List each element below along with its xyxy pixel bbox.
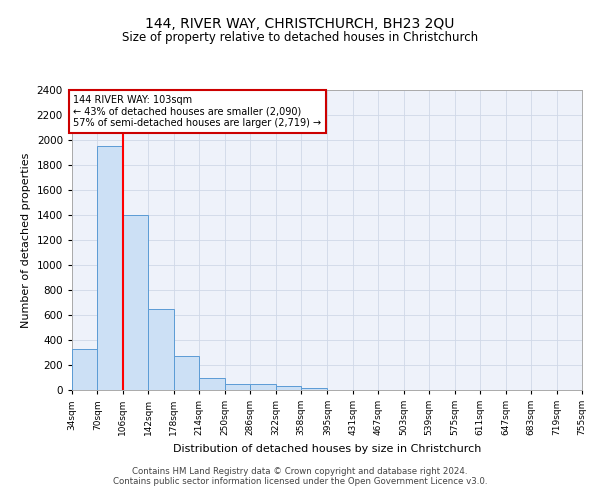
Bar (174, 356, 199, 390)
Text: 144, RIVER WAY, CHRISTCHURCH, BH23 2QU: 144, RIVER WAY, CHRISTCHURCH, BH23 2QU (145, 18, 455, 32)
Bar (148, 308, 174, 390)
Bar (276, 386, 301, 390)
Text: Contains public sector information licensed under the Open Government Licence v3: Contains public sector information licen… (113, 477, 487, 486)
Bar (123, 215, 148, 390)
Bar (97, 146, 123, 390)
Y-axis label: Number of detached properties: Number of detached properties (21, 152, 31, 328)
Text: 144 RIVER WAY: 103sqm
← 43% of detached houses are smaller (2,090)
57% of semi-d: 144 RIVER WAY: 103sqm ← 43% of detached … (73, 95, 322, 128)
X-axis label: Distribution of detached houses by size in Christchurch: Distribution of detached houses by size … (173, 444, 481, 454)
Bar (199, 378, 225, 390)
Text: Contains HM Land Registry data © Crown copyright and database right 2024.: Contains HM Land Registry data © Crown c… (132, 467, 468, 476)
Bar (225, 384, 250, 390)
Bar (72, 350, 97, 390)
Bar (250, 384, 276, 390)
Text: Size of property relative to detached houses in Christchurch: Size of property relative to detached ho… (122, 31, 478, 44)
Bar (301, 388, 326, 390)
